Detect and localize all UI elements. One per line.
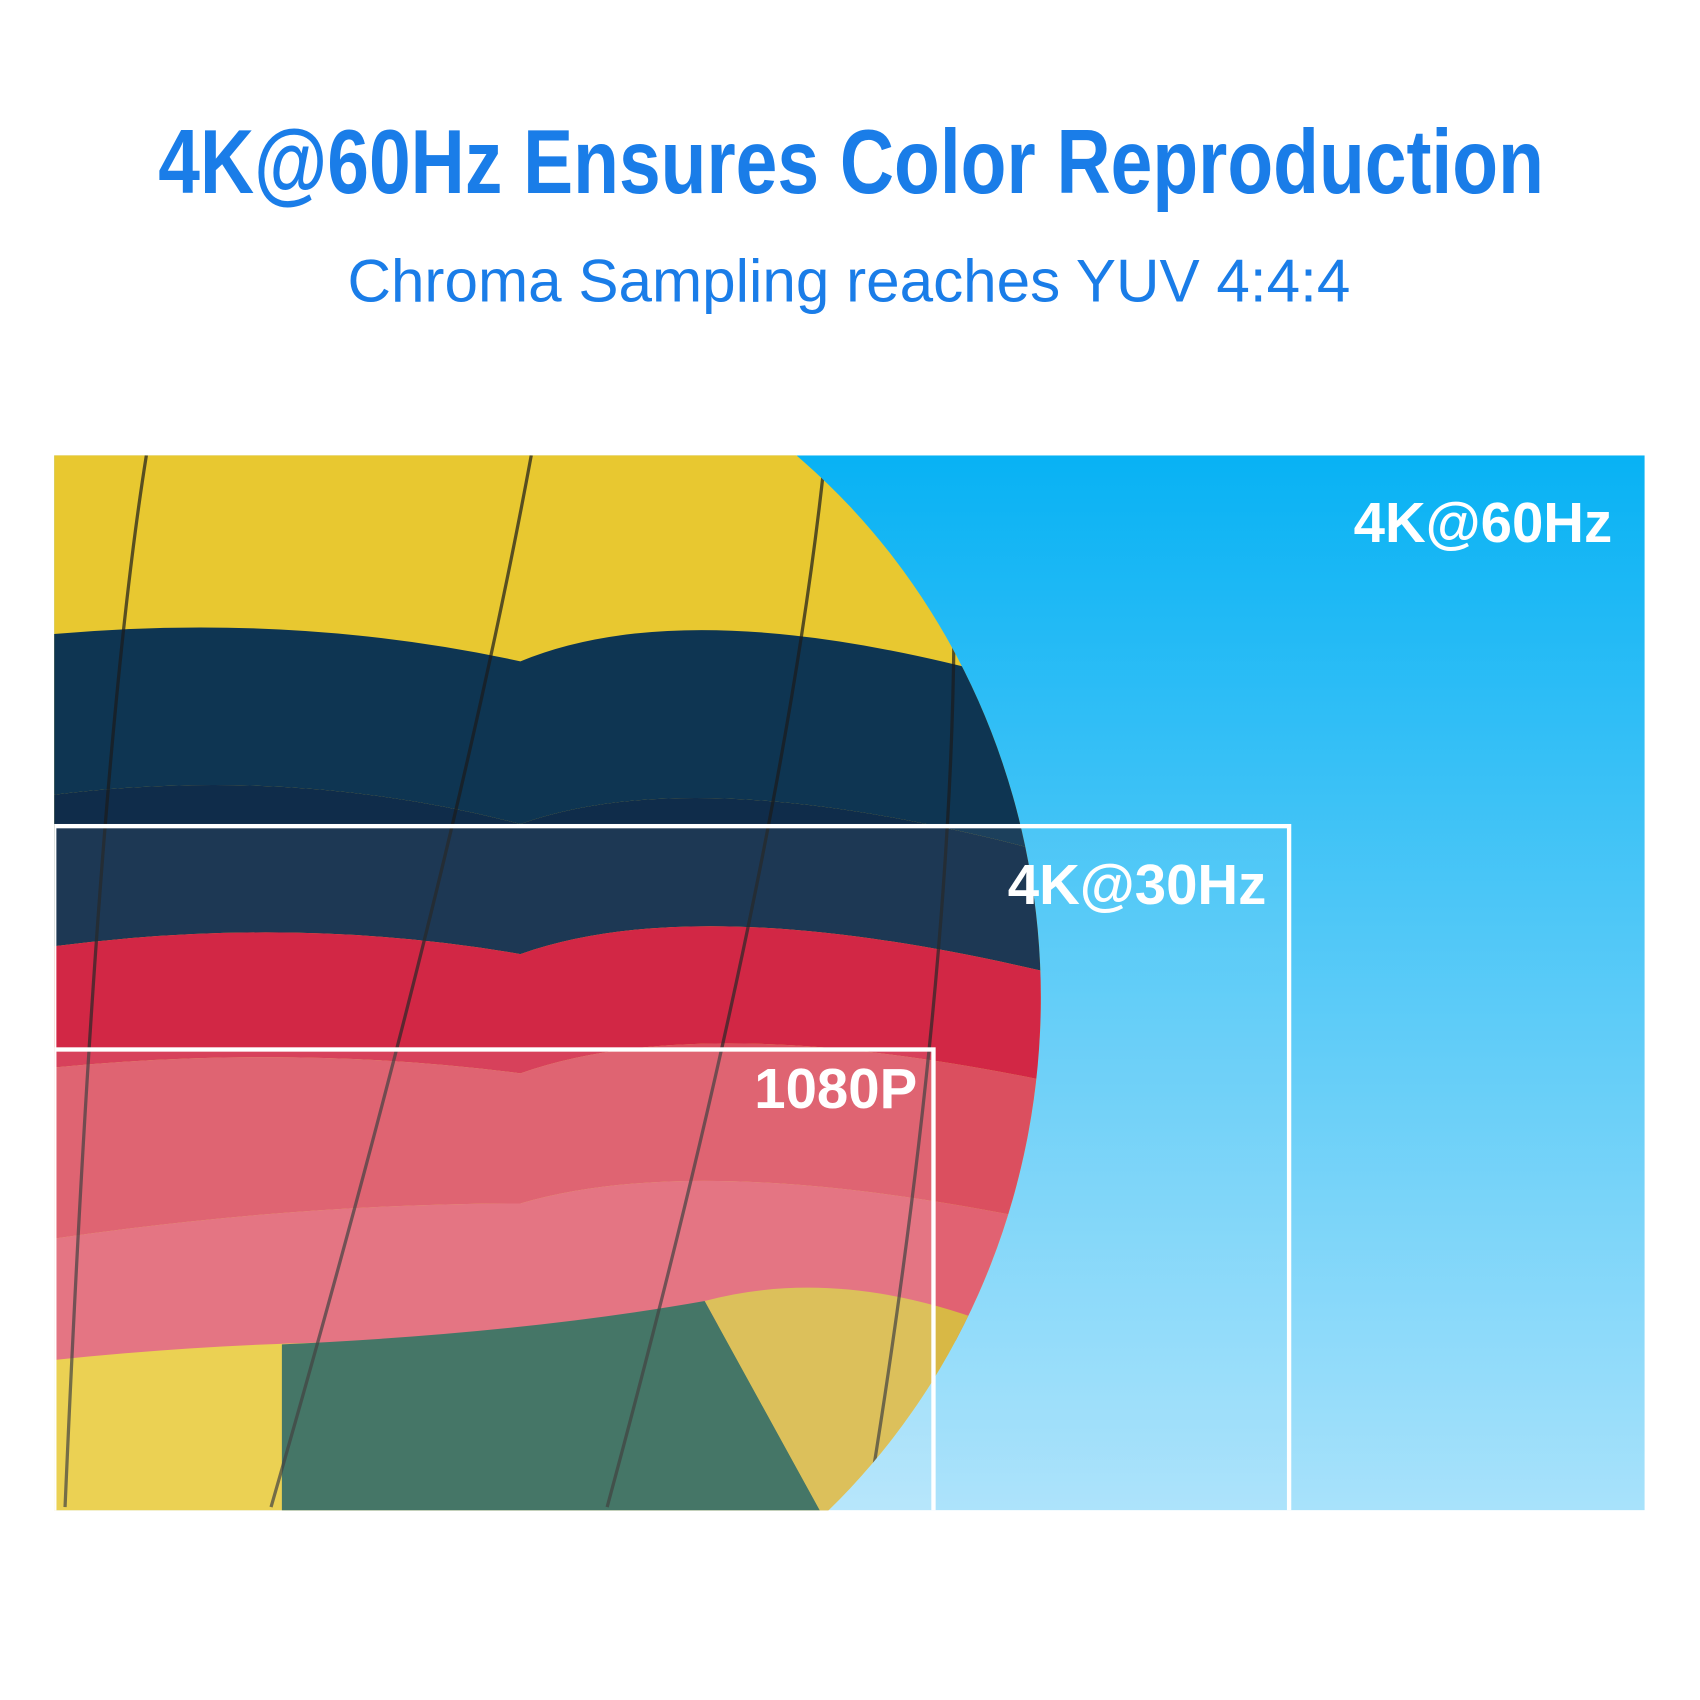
label-1080p: 1080P xyxy=(754,1057,917,1120)
frame-30hz xyxy=(54,823,1292,1511)
overlay-30hz xyxy=(54,826,1290,1511)
label-4k30: 4K@30Hz xyxy=(1008,853,1267,916)
balloon xyxy=(54,455,1041,1511)
frame-1080p xyxy=(54,1047,936,1511)
title: 4K@60Hz Ensures Color Reproduction xyxy=(158,112,1544,213)
subtitle: Chroma Sampling reaches YUV 4:4:4 xyxy=(347,246,1350,314)
photo xyxy=(54,455,1645,1511)
label-4k60: 4K@60Hz xyxy=(1354,491,1613,554)
overlay-1080p xyxy=(54,1049,934,1511)
